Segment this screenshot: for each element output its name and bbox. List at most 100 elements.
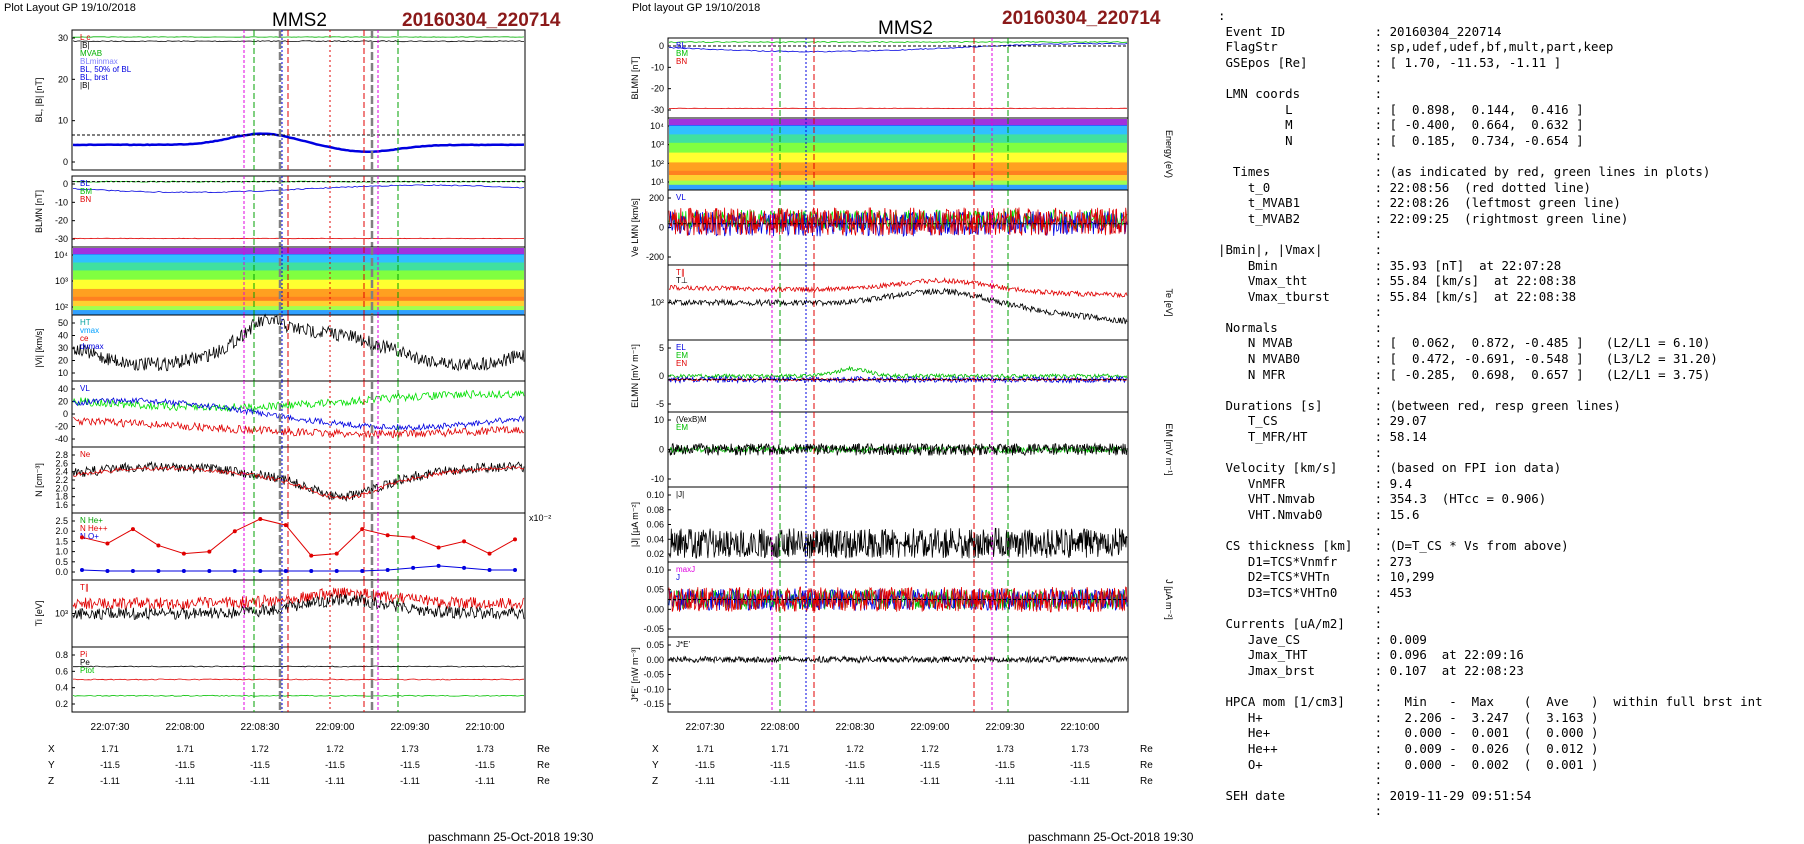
left-tick-label: 0.4 [55, 683, 68, 693]
middle-tick-label: 200 [649, 193, 664, 203]
left-pos-value: -11.5 [325, 760, 345, 770]
middle-axis-label: Te [eV] [1164, 288, 1174, 316]
middle-axis-label: J*E' [nW m⁻³] [630, 647, 640, 701]
middle-pos-value: -1.11 [695, 776, 715, 786]
middle-spectrogram-band [669, 175, 1127, 181]
left-spectrogram-band [73, 280, 524, 290]
left-legend-entry: BN [80, 195, 91, 204]
middle-pos-value: -1.11 [1070, 776, 1090, 786]
info-line: T_CS : 29.07 [1218, 413, 1798, 429]
middle-spectrogram-band [669, 171, 1127, 176]
left-panel-frame [72, 30, 525, 170]
left-legend-entry: dvmax [80, 342, 104, 351]
left-series-line [73, 466, 524, 499]
left-panel-frame [72, 176, 525, 247]
middle-pos-row-label: Y [652, 760, 659, 771]
middle-legend-entry: J [676, 573, 680, 582]
middle-time-tick: 22:08:30 [836, 722, 875, 733]
left-tick-label: 0.2 [55, 699, 68, 709]
info-line: : [1218, 70, 1798, 86]
left-tick-label: -30 [55, 234, 68, 244]
left-pos-value: -1.11 [475, 776, 495, 786]
left-pos-value: -1.11 [325, 776, 345, 786]
left-tick-label: 0 [63, 409, 68, 419]
info-line: Normals : [1218, 320, 1798, 336]
left-series-line [73, 41, 524, 42]
left-panel-frame [72, 513, 525, 580]
middle-tick-label: 0 [659, 445, 664, 455]
info-line: t_MVAB2 : 22:09:25 (rightmost green line… [1218, 211, 1798, 227]
middle-tick-label: 0.10 [646, 490, 664, 500]
middle-time-tick: 22:09:00 [911, 722, 950, 733]
middle-pos-value: -11.5 [845, 760, 865, 770]
middle-tick-label: -0.15 [643, 699, 664, 709]
left-time-tick: 22:09:00 [316, 722, 355, 733]
middle-series-line [669, 657, 1127, 663]
info-line: : [1218, 382, 1798, 398]
info-line: SEH date : 2019-11-29 09:51:54 [1218, 788, 1798, 804]
left-series-line [73, 315, 524, 371]
middle-tick-label: 0 [659, 371, 664, 381]
middle-legend-entry: BN [676, 57, 687, 66]
left-tick-label: 0.0 [55, 567, 68, 577]
o-plus-line [82, 566, 515, 571]
middle-axis-label: BLMN [nT] [630, 56, 640, 99]
middle-pos-value: -11.5 [1070, 760, 1090, 770]
left-panel-frame [72, 447, 525, 513]
middle-axis-label: Ve LMN [km/s] [630, 198, 640, 257]
info-line: N MFR : [ -0.285, 0.698, 0.657 ] (L2/L1 … [1218, 367, 1798, 383]
left-series-line [73, 238, 524, 239]
info-line: Jmax_brst : 0.107 at 22:08:23 [1218, 663, 1798, 679]
middle-axis-label: J [μA m⁻²] [1164, 579, 1174, 619]
middle-pos-value: 1.72 [846, 744, 864, 754]
middle-pos-value: -1.11 [845, 776, 865, 786]
left-legend-entry: Ne [80, 450, 91, 459]
middle-spectrogram-band [669, 126, 1127, 135]
info-line: HPCA mom [1/cm3] : Min - Max ( Ave ) wit… [1218, 694, 1798, 710]
middle-tick-label: 10³ [651, 140, 664, 150]
left-pos-row-label: Y [48, 760, 55, 771]
left-pos-value: -11.5 [250, 760, 270, 770]
middle-spectrogram-band [669, 153, 1127, 163]
left-pos-value: -11.5 [175, 760, 195, 770]
info-line: : [1218, 679, 1798, 695]
info-line: Vmax_tburst : 55.84 [km/s] at 22:08:38 [1218, 289, 1798, 305]
middle-footer: paschmann 25-Oct-2018 19:30 [1028, 830, 1193, 844]
left-axis-label: N [cm⁻³] [34, 463, 44, 497]
left-series-line [73, 666, 524, 667]
left-pos-value: 1.71 [176, 744, 194, 754]
middle-spectrogram-band [669, 134, 1127, 143]
info-line: : [1218, 772, 1798, 788]
left-legend-entry: Ptot [80, 666, 95, 675]
middle-panel-frame [668, 265, 1128, 340]
middle-spectrogram [669, 119, 1127, 190]
middle-spectrogram-band [669, 143, 1127, 153]
info-line: N MVAB0 : [ 0.472, -0.691, -0.548 ] (L3/… [1218, 351, 1798, 367]
info-line: GSEpos [Re] : [ 1.70, -11.53, -1.11 ] [1218, 55, 1798, 71]
left-tick-label: 2.5 [55, 516, 68, 526]
info-line: Event ID : 20160304_220714 [1218, 24, 1798, 40]
middle-pos-value: -11.5 [695, 760, 715, 770]
info-line: Times : (as indicated by red, green line… [1218, 164, 1798, 180]
info-line: Vmax_tht : 55.84 [km/s] at 22:08:38 [1218, 273, 1798, 289]
left-tick-label: 30 [58, 33, 68, 43]
middle-spectrogram-band [669, 185, 1127, 190]
middle-series-line [669, 444, 1127, 456]
info-line: t_MVAB1 : 22:08:26 (leftmost green line) [1218, 195, 1798, 211]
left-axis-label: |Vi| [km/s] [34, 328, 44, 367]
left-tick-label: 40 [58, 331, 68, 341]
left-tick-label: 2.0 [55, 526, 68, 536]
left-tick-label: 10³ [55, 609, 68, 619]
info-line: LMN coords : [1218, 86, 1798, 102]
left-pos-value: -11.5 [400, 760, 420, 770]
info-line: : [1218, 8, 1798, 24]
info-line: |Bmin|, |Vmax| : [1218, 242, 1798, 258]
middle-legend-entry: T⊥ [676, 276, 688, 285]
middle-legend-entry: |J| [676, 490, 684, 499]
info-line: Jmax_THT : 0.096 at 22:09:16 [1218, 647, 1798, 663]
middle-axis-label: Energy (eV) [1164, 130, 1174, 178]
middle-tick-label: -0.05 [643, 624, 664, 634]
he-plus-plus-line [82, 519, 515, 556]
middle-pos-unit: Re [1140, 776, 1153, 787]
